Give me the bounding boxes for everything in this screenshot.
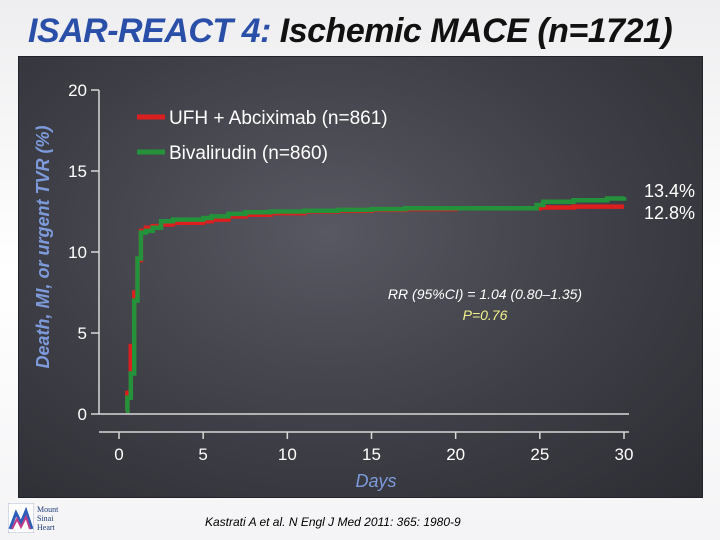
- citation: Kastrati A et al. N Engl J Med 2011: 365…: [205, 515, 461, 529]
- title-rest: Ischemic MACE (n=1721): [270, 12, 673, 50]
- y-tick-label: 0: [78, 405, 87, 424]
- logo-word-1: Mount: [37, 504, 59, 514]
- logo-wordmark: Mount Sinai Heart: [37, 505, 58, 532]
- y-tick-label: 5: [78, 324, 87, 343]
- legend-label: Bivalirudin (n=860): [169, 143, 328, 164]
- y-tick-label: 20: [68, 81, 87, 100]
- y-axis-label: Death, MI, or urgent TVR (%): [33, 125, 53, 368]
- x-tick-label: 20: [446, 445, 465, 464]
- x-tick-label: 30: [615, 445, 634, 464]
- end-label: 13.4%: [644, 181, 695, 201]
- rr-annotation: RR (95%CI) = 1.04 (0.80–1.35): [388, 286, 582, 302]
- x-tick-label: 15: [362, 445, 381, 464]
- series-line-bivalirudin: [125, 196, 627, 414]
- y-ticks: 0 5 10 15 20: [68, 81, 99, 424]
- y-tick-label: 10: [68, 243, 87, 262]
- x-tick-label: 10: [278, 445, 297, 464]
- x-tick-label: 5: [198, 445, 207, 464]
- x-tick-label: 0: [114, 445, 123, 464]
- series-lines: [125, 196, 627, 414]
- series-line-ufh-abciximab: [125, 204, 624, 414]
- legend-label: UFH + Abciximab (n=861): [169, 108, 388, 129]
- km-chart: 0 5 10 15 20 0 5 10 15 20 25 30 Days Death, MI, or…: [33, 81, 695, 491]
- x-axis-label: Days: [355, 471, 396, 491]
- x-tick-label: 25: [530, 445, 549, 464]
- mount-sinai-heart-logo: Mount Sinai Heart: [8, 500, 86, 536]
- end-labels: 13.4%12.8%: [644, 181, 695, 223]
- legend: UFH + Abciximab (n=861) Bivalirudin (n=86…: [137, 108, 388, 164]
- title-accent: ISAR-REACT 4:: [28, 12, 271, 50]
- p-value-annotation: P=0.76: [463, 307, 508, 323]
- slide-title: ISAR-REACT 4: Ischemic MACE (n=1721): [28, 12, 708, 51]
- axes: [98, 90, 629, 433]
- logo-word-3: Heart: [37, 522, 55, 532]
- chart-panel: 0 5 10 15 20 0 5 10 15 20 25 30 Days Death, MI, or…: [18, 56, 703, 498]
- logo-word-2: Sinai: [37, 513, 54, 523]
- end-label: 12.8%: [644, 203, 695, 223]
- logo-mark-icon: [8, 503, 34, 533]
- y-tick-label: 15: [68, 162, 87, 181]
- x-ticks: 0 5 10 15 20 25 30: [114, 432, 633, 464]
